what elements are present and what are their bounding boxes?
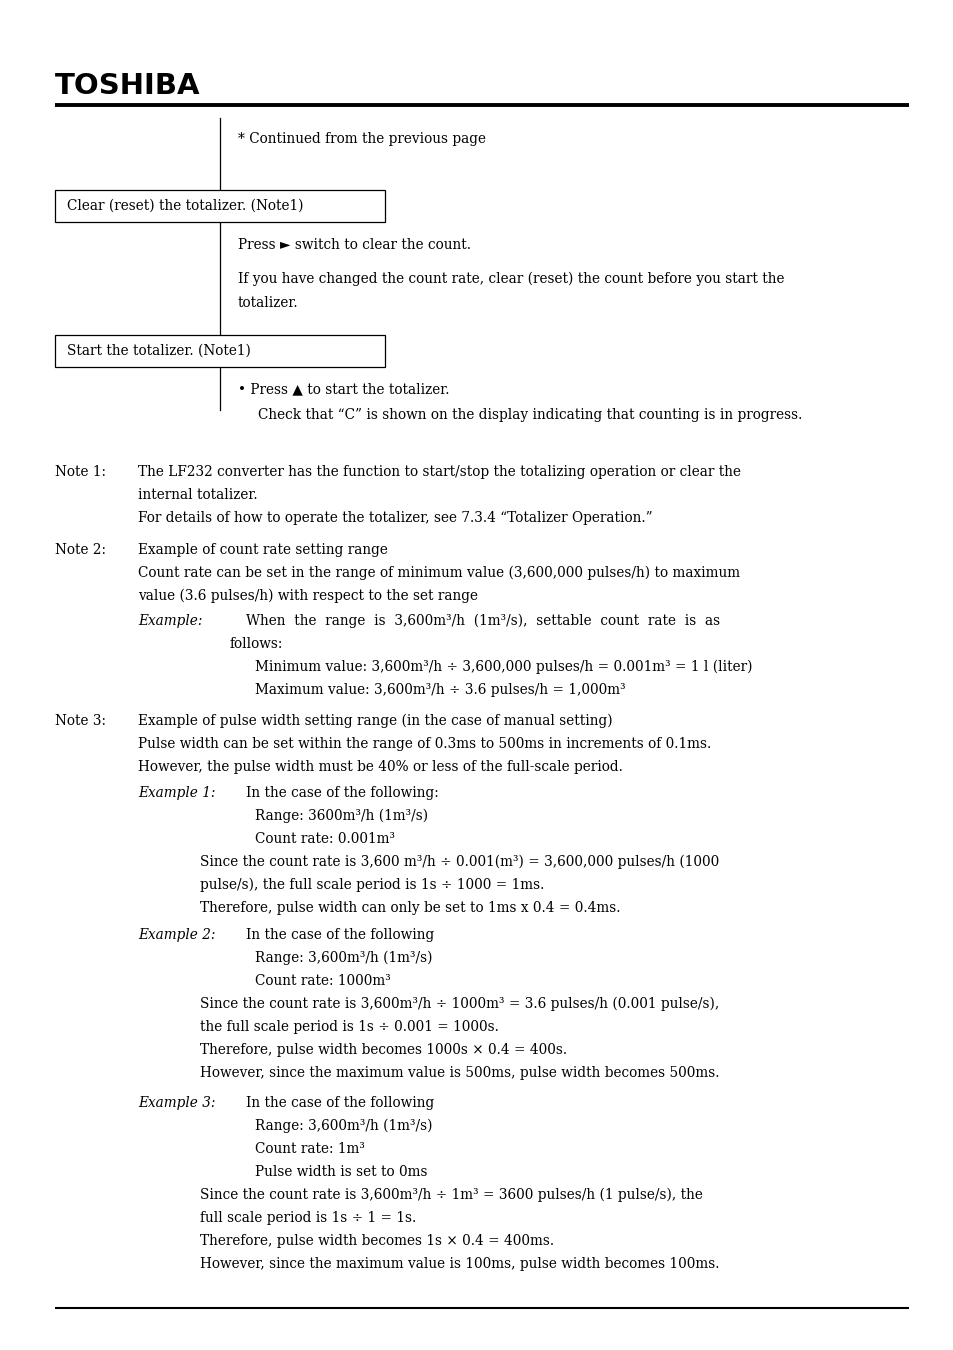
Text: However, since the maximum value is 500ms, pulse width becomes 500ms.: However, since the maximum value is 500m… [200,1066,719,1080]
FancyBboxPatch shape [55,335,385,367]
Text: Since the count rate is 3,600 m³/h ÷ 0.001(m³) = 3,600,000 pulses/h (1000: Since the count rate is 3,600 m³/h ÷ 0.0… [200,855,719,869]
Text: pulse/s), the full scale period is 1s ÷ 1000 = 1ms.: pulse/s), the full scale period is 1s ÷ … [200,878,544,892]
Text: follows:: follows: [230,637,283,651]
Text: Since the count rate is 3,600m³/h ÷ 1m³ = 3600 pulses/h (1 pulse/s), the: Since the count rate is 3,600m³/h ÷ 1m³ … [200,1188,702,1203]
Text: Count rate: 1m³: Count rate: 1m³ [254,1142,364,1156]
Text: Note 2:: Note 2: [55,543,106,558]
Text: Pulse width is set to 0ms: Pulse width is set to 0ms [254,1165,427,1179]
Text: Start the totalizer. (Note1): Start the totalizer. (Note1) [67,344,251,358]
Text: Range: 3,600m³/h (1m³/s): Range: 3,600m³/h (1m³/s) [254,950,432,965]
Text: Therefore, pulse width can only be set to 1ms x 0.4 = 0.4ms.: Therefore, pulse width can only be set t… [200,900,619,915]
Text: Count rate can be set in the range of minimum value (3,600,000 pulses/h) to maxi: Count rate can be set in the range of mi… [138,566,740,580]
Text: Since the count rate is 3,600m³/h ÷ 1000m³ = 3.6 pulses/h (0.001 pulse/s),: Since the count rate is 3,600m³/h ÷ 1000… [200,998,719,1011]
Text: If you have changed the count rate, clear (reset) the count before you start the: If you have changed the count rate, clea… [237,271,783,286]
Text: internal totalizer.: internal totalizer. [138,487,257,502]
Text: full scale period is 1s ÷ 1 = 1s.: full scale period is 1s ÷ 1 = 1s. [200,1211,416,1224]
Text: TOSHIBA: TOSHIBA [55,72,200,100]
Text: In the case of the following: In the case of the following [246,1096,434,1110]
Text: However, the pulse width must be 40% or less of the full-scale period.: However, the pulse width must be 40% or … [138,760,622,774]
Text: Example of count rate setting range: Example of count rate setting range [138,543,388,558]
Text: Example:: Example: [138,614,202,628]
Text: • Press ▲ to start the totalizer.: • Press ▲ to start the totalizer. [237,382,449,396]
Text: * Continued from the previous page: * Continued from the previous page [237,132,485,146]
Text: value (3.6 pulses/h) with respect to the set range: value (3.6 pulses/h) with respect to the… [138,589,477,603]
Text: Example 1:: Example 1: [138,786,215,801]
Text: Therefore, pulse width becomes 1000s × 0.4 = 400s.: Therefore, pulse width becomes 1000s × 0… [200,1044,566,1057]
Text: Check that “C” is shown on the display indicating that counting is in progress.: Check that “C” is shown on the display i… [257,408,801,423]
Text: For details of how to operate the totalizer, see 7.3.4 “Totalizer Operation.”: For details of how to operate the totali… [138,512,652,525]
Text: When  the  range  is  3,600m³/h  (1m³/s),  settable  count  rate  is  as: When the range is 3,600m³/h (1m³/s), set… [246,614,720,628]
Text: Count rate: 1000m³: Count rate: 1000m³ [254,973,391,988]
Text: The LF232 converter has the function to start/stop the totalizing operation or c: The LF232 converter has the function to … [138,464,740,479]
Text: Therefore, pulse width becomes 1s × 0.4 = 400ms.: Therefore, pulse width becomes 1s × 0.4 … [200,1234,554,1247]
FancyBboxPatch shape [55,190,385,221]
Text: Pulse width can be set within the range of 0.3ms to 500ms in increments of 0.1ms: Pulse width can be set within the range … [138,737,711,751]
Text: Clear (reset) the totalizer. (Note1): Clear (reset) the totalizer. (Note1) [67,198,303,213]
Text: Example 3:: Example 3: [138,1096,215,1110]
Text: Range: 3,600m³/h (1m³/s): Range: 3,600m³/h (1m³/s) [254,1119,432,1134]
Text: Note 3:: Note 3: [55,714,106,728]
Text: the full scale period is 1s ÷ 0.001 = 1000s.: the full scale period is 1s ÷ 0.001 = 10… [200,1021,498,1034]
Text: Example of pulse width setting range (in the case of manual setting): Example of pulse width setting range (in… [138,714,612,729]
Text: totalizer.: totalizer. [237,296,298,310]
Text: However, since the maximum value is 100ms, pulse width becomes 100ms.: However, since the maximum value is 100m… [200,1257,719,1270]
Text: Note 1:: Note 1: [55,464,106,479]
Text: Count rate: 0.001m³: Count rate: 0.001m³ [254,832,395,846]
Text: Maximum value: 3,600m³/h ÷ 3.6 pulses/h = 1,000m³: Maximum value: 3,600m³/h ÷ 3.6 pulses/h … [254,683,625,697]
Text: In the case of the following: In the case of the following [246,927,434,942]
Text: Range: 3600m³/h (1m³/s): Range: 3600m³/h (1m³/s) [254,809,428,824]
Text: Minimum value: 3,600m³/h ÷ 3,600,000 pulses/h = 0.001m³ = 1 l (liter): Minimum value: 3,600m³/h ÷ 3,600,000 pul… [254,660,752,675]
Text: In the case of the following:: In the case of the following: [246,786,438,801]
Text: Example 2:: Example 2: [138,927,215,942]
Text: Press ► switch to clear the count.: Press ► switch to clear the count. [237,238,471,252]
